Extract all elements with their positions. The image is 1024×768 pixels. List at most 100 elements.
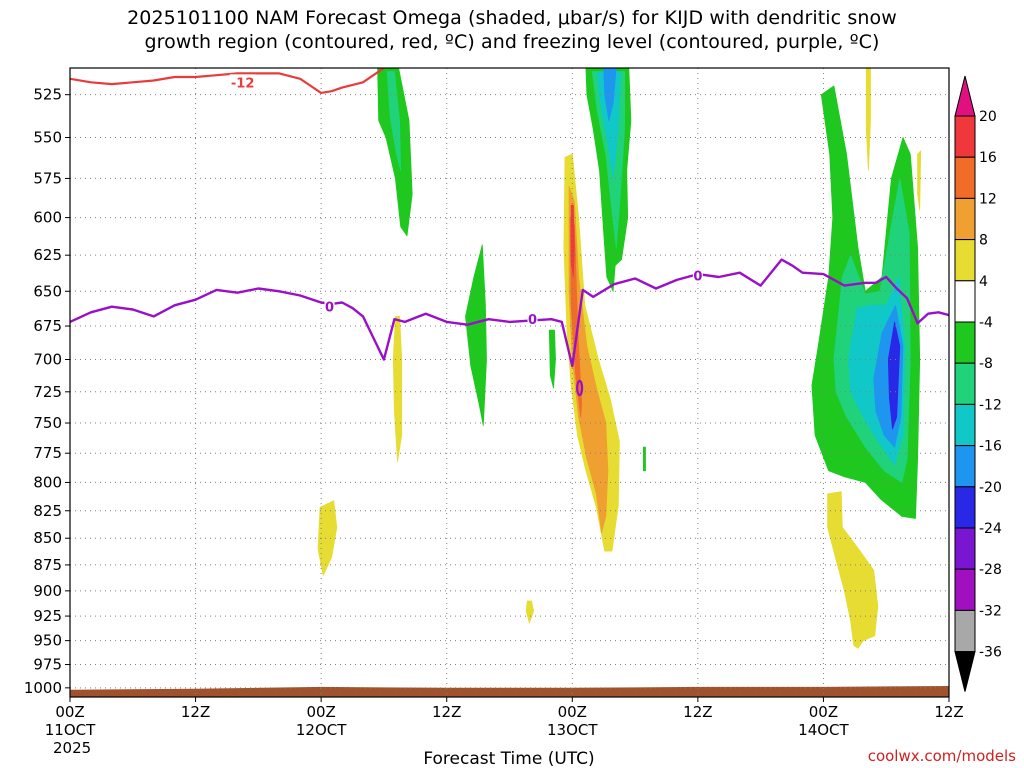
colorbar-top-arrow xyxy=(954,75,976,117)
colorbar-bin-0 xyxy=(954,115,976,158)
y-tick-label-550: 550 xyxy=(33,129,62,147)
yellow-region-75h xyxy=(827,491,879,649)
green-tick-54h xyxy=(643,446,646,472)
y-tick-label-950: 950 xyxy=(33,632,62,650)
y-tick-label-925: 925 xyxy=(33,607,62,625)
contour-label-1: 0 xyxy=(325,301,334,316)
y-tick-label-750: 750 xyxy=(33,414,62,432)
plot-area xyxy=(70,68,949,697)
chart-title: 2025101100 NAM Forecast Omega (shaded, μ… xyxy=(0,6,1024,54)
colorbar-label-13: -36 xyxy=(979,645,1002,661)
yellow-streak-31h xyxy=(392,315,403,462)
x-tick-date-4: 13OCT xyxy=(547,721,598,739)
contour-lines: -12 0 0 0 xyxy=(70,68,949,397)
colorbar-label-2: 12 xyxy=(979,191,997,207)
freezing-level-closed-contour xyxy=(576,379,584,397)
x-axis-title: Forecast Time (UTC) xyxy=(423,749,594,768)
yellow-dot-44h xyxy=(525,600,534,624)
contour-label-2: 0 xyxy=(528,313,537,328)
credit-text[interactable]: coolwx.com/models xyxy=(868,747,1016,765)
y-tick-label-650: 650 xyxy=(33,282,62,300)
chart-title-line1: 2025101100 NAM Forecast Omega (shaded, μ… xyxy=(127,7,897,29)
x-tick-label-1: 12Z xyxy=(181,703,210,721)
y-tick-label-700: 700 xyxy=(33,351,62,369)
contour-label-bg-0 xyxy=(229,74,256,89)
contour-label-bg-2 xyxy=(527,311,538,326)
contour-label-0: -12 xyxy=(231,76,255,91)
x-tick-label-5: 12Z xyxy=(683,703,712,721)
deep-blue-core-78h xyxy=(887,321,901,430)
colorbar-bin-5 xyxy=(954,321,976,364)
x-tick-label-6: 00Z xyxy=(809,703,838,721)
colorbar-bin-8 xyxy=(954,445,976,488)
colorbar-label-3: 8 xyxy=(979,233,988,249)
colorbar-bottom-arrow xyxy=(954,651,976,692)
x-tick-date-6: 14OCT xyxy=(798,721,849,739)
contour-label-bg-3 xyxy=(692,267,703,282)
y-tick-label-875: 875 xyxy=(33,556,62,574)
red-core-48h xyxy=(570,204,575,278)
colorbar-bin-11 xyxy=(954,568,976,611)
y-tick-label-675: 675 xyxy=(33,317,62,335)
x-tick-year-0: 2025 xyxy=(53,739,91,757)
omega-shading xyxy=(317,68,922,649)
colorbar-bin-9 xyxy=(954,486,976,529)
yellow-streak-76h xyxy=(865,68,871,171)
colorbar-label-6: -8 xyxy=(979,356,993,372)
colorbar-bin-10 xyxy=(954,527,976,570)
y-tick-label-1000: 1000 xyxy=(24,679,62,697)
colorbar-bin-3 xyxy=(954,239,976,282)
colorbar-label-0: 20 xyxy=(979,109,997,125)
plot-frame xyxy=(69,67,950,698)
y-tick-label-800: 800 xyxy=(33,473,62,491)
x-tick-label-4: 00Z xyxy=(558,703,587,721)
yellow-streak-81h xyxy=(917,150,922,211)
x-tick-label-0: 00Z xyxy=(55,703,84,721)
colorbar-bin-7 xyxy=(954,403,976,447)
y-tick-label-625: 625 xyxy=(33,246,62,264)
y-tick-label-975: 975 xyxy=(33,656,62,674)
colorbar-bin-2 xyxy=(954,197,976,241)
y-tick-label-825: 825 xyxy=(33,502,62,520)
teal-column-31h xyxy=(386,71,402,171)
x-tick-label-3: 12Z xyxy=(432,703,461,721)
colorbar-label-5: -4 xyxy=(979,315,993,331)
colorbar-label-8: -16 xyxy=(979,439,1002,455)
y-tick-label-775: 775 xyxy=(33,444,62,462)
x-tick-label-2: 00Z xyxy=(306,703,335,721)
green-column-31h xyxy=(377,68,413,237)
blue-column-52h xyxy=(603,68,617,121)
y-tick-label-725: 725 xyxy=(33,383,62,401)
freezing-level-contour xyxy=(70,258,949,368)
y-axis: 525 550 575 600 625 650 675 700 725 750 775 800 825 8… xyxy=(24,86,70,697)
colorbar-bin-12 xyxy=(954,609,976,653)
y-tick-label-600: 600 xyxy=(33,209,62,227)
y-tick-label-900: 900 xyxy=(33,582,62,600)
terrain-layer xyxy=(70,686,949,697)
x-tick-label-7: 12Z xyxy=(934,703,963,721)
colorbar-label-10: -24 xyxy=(979,521,1002,537)
colorbar-label-4: 4 xyxy=(979,274,988,290)
colorbar-bin-6 xyxy=(954,362,976,405)
cyan-column-52h xyxy=(597,71,621,179)
dgz-minus12-contour xyxy=(70,68,385,94)
contour-label-bg-1 xyxy=(324,298,335,313)
y-tick-label-575: 575 xyxy=(33,169,62,187)
colorbar-bin-4 xyxy=(954,280,976,323)
colorbar-label-1: 16 xyxy=(979,150,997,166)
colorbar-label-12: -32 xyxy=(979,603,1002,619)
yellow-blob-24h xyxy=(317,500,338,576)
small-green-46h xyxy=(548,329,556,389)
x-tick-date-2: 12OCT xyxy=(296,721,347,739)
y-tick-label-850: 850 xyxy=(33,529,62,547)
colorbar-label-7: -12 xyxy=(979,397,1002,413)
colorbar-legend: 20 16 12 8 4 -4 -8 -12 -16 -20 -24 -28 -32 -36 xyxy=(954,75,1002,692)
green-blob-39h xyxy=(465,244,487,426)
chart-title-line2: growth region (contoured, red, ºC) and f… xyxy=(144,31,880,53)
colorbar-label-11: -28 xyxy=(979,562,1002,578)
y-tick-label-525: 525 xyxy=(33,86,62,104)
contour-label-3: 0 xyxy=(693,270,702,285)
terrain-fill xyxy=(70,686,949,697)
